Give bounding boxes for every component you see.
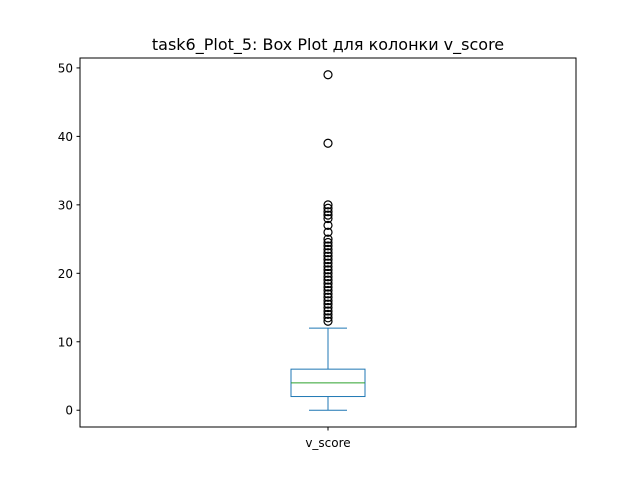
outlier-point [323, 268, 333, 278]
outlier-point [323, 316, 333, 326]
outlier-point [323, 138, 333, 148]
outlier-point [323, 272, 333, 282]
outlier-point [323, 302, 333, 313]
y-tick-label: 10 [58, 335, 73, 349]
outlier-point [323, 258, 333, 268]
outlier-point [323, 234, 333, 244]
outlier-point [323, 241, 333, 251]
outlier-point [323, 282, 333, 292]
outlier-point [323, 244, 333, 254]
x-axis: v_score [305, 427, 351, 450]
outlier-point [323, 292, 333, 302]
outlier-point [323, 220, 333, 230]
outlier-point [323, 200, 333, 210]
x-tick-label: v_score [305, 436, 350, 450]
outlier-point [323, 296, 333, 306]
outlier-point [323, 251, 333, 261]
outlier-point [323, 299, 333, 309]
outlier-point [323, 213, 333, 224]
outlier-point [323, 278, 333, 289]
outlier-point [323, 313, 333, 323]
outlier-point [323, 227, 333, 237]
outlier-point [323, 255, 333, 265]
box-group [290, 70, 366, 411]
outlier-point [323, 248, 333, 258]
y-tick-label: 50 [58, 61, 73, 75]
outlier-point [323, 265, 333, 275]
y-tick-label: 0 [65, 404, 73, 418]
outlier-point [323, 210, 333, 220]
outlier-point [323, 275, 333, 285]
outlier-point [323, 309, 333, 319]
outlier-point [323, 203, 333, 213]
outlier-point [323, 261, 333, 272]
y-tick-label: 30 [58, 198, 73, 212]
y-tick-label: 40 [58, 130, 73, 144]
y-tick-label: 20 [58, 267, 73, 281]
outlier-point [323, 207, 333, 217]
outlier-point [323, 306, 333, 316]
chart-title: task6_Plot_5: Box Plot для колонки v_sco… [152, 35, 504, 55]
outlier-point [323, 285, 333, 296]
outlier-point [323, 237, 333, 248]
outlier-point [323, 70, 333, 80]
outlier-point [323, 289, 333, 299]
y-axis: 0 10 20 30 40 50 [58, 61, 80, 418]
